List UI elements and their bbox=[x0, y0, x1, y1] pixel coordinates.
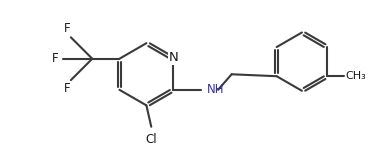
Text: CH₃: CH₃ bbox=[346, 71, 366, 81]
Text: NH: NH bbox=[206, 83, 224, 96]
Text: Cl: Cl bbox=[145, 133, 157, 146]
Text: F: F bbox=[64, 82, 70, 95]
Text: F: F bbox=[64, 22, 70, 35]
Text: N: N bbox=[169, 51, 179, 64]
Text: F: F bbox=[51, 52, 58, 65]
